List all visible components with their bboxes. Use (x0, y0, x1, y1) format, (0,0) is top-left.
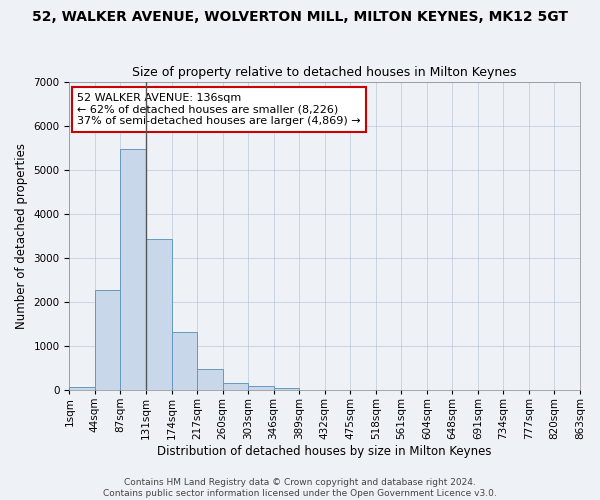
Bar (146, 239, 172, 390)
Text: 52 WALKER AVENUE: 136sqm
← 62% of detached houses are smaller (8,226)
37% of sem: 52 WALKER AVENUE: 136sqm ← 62% of detach… (77, 93, 361, 126)
Bar (248, 386, 274, 390)
Bar (197, 369, 223, 390)
Bar (95, 290, 121, 390)
Text: Contains HM Land Registry data © Crown copyright and database right 2024.
Contai: Contains HM Land Registry data © Crown c… (103, 478, 497, 498)
Title: Size of property relative to detached houses in Milton Keynes: Size of property relative to detached ho… (133, 66, 517, 80)
Bar (274, 388, 299, 390)
Bar (223, 383, 248, 390)
Text: 52, WALKER AVENUE, WOLVERTON MILL, MILTON KEYNES, MK12 5GT: 52, WALKER AVENUE, WOLVERTON MILL, MILTO… (32, 10, 568, 24)
Bar (172, 332, 197, 390)
X-axis label: Distribution of detached houses by size in Milton Keynes: Distribution of detached houses by size … (157, 444, 492, 458)
Bar (70, 386, 95, 390)
Bar (121, 149, 146, 390)
Y-axis label: Number of detached properties: Number of detached properties (15, 143, 28, 329)
